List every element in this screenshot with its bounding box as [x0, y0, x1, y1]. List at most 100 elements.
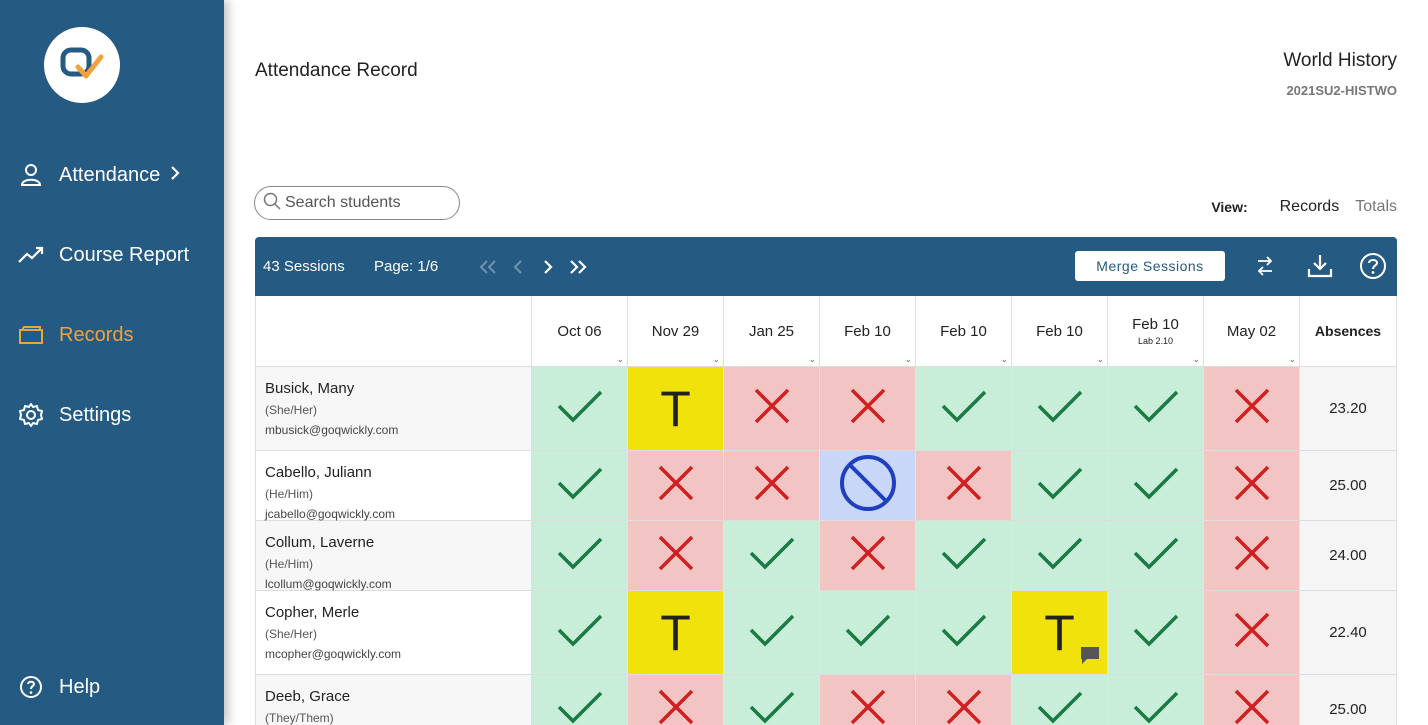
attendance-cell-absent[interactable] — [628, 451, 724, 520]
student-name: Cabello, Juliann — [265, 464, 372, 481]
help-link[interactable]: Help — [18, 672, 100, 702]
attendance-cell-present[interactable] — [1012, 675, 1108, 725]
attendance-cell-absent[interactable] — [1204, 675, 1300, 725]
attendance-cell-absent[interactable] — [628, 521, 724, 590]
chevron-down-icon[interactable]: ⌄ — [904, 354, 912, 364]
chevron-down-icon[interactable]: ⌄ — [808, 354, 816, 364]
attendance-cell-present[interactable] — [1012, 451, 1108, 520]
last-page-icon[interactable] — [563, 252, 593, 282]
student-info[interactable]: Collum, Laverne (He/Him) lcollum@goqwickly… — [256, 521, 532, 591]
check-icon — [1131, 386, 1181, 431]
attendance-cell-absent[interactable] — [628, 675, 724, 725]
date-column-header[interactable]: May 02 ⌄ — [1204, 296, 1300, 366]
absences-value: 25.00 — [1300, 675, 1396, 725]
date-column-header[interactable]: Oct 06 ⌄ — [532, 296, 628, 366]
comment-icon[interactable] — [1079, 645, 1101, 670]
attendance-cell-absent[interactable] — [916, 451, 1012, 520]
first-page-icon[interactable] — [473, 252, 503, 282]
chevron-down-icon[interactable]: ⌄ — [712, 354, 720, 364]
student-row: Deeb, Grace (They/Them) 25.00 — [256, 675, 1396, 725]
sidebar-item-label: Course Report — [59, 243, 190, 266]
cross-icon — [944, 463, 984, 508]
chevron-down-icon[interactable]: ⌄ — [1288, 354, 1296, 364]
date-column-header[interactable]: Jan 25 ⌄ — [724, 296, 820, 366]
attendance-cell-present[interactable] — [532, 367, 628, 450]
attendance-cell-absent[interactable] — [724, 367, 820, 450]
next-page-icon[interactable] — [533, 252, 563, 282]
chevron-down-icon[interactable]: ⌄ — [616, 354, 624, 364]
chevron-down-icon[interactable]: ⌄ — [1192, 354, 1200, 364]
column-date: Nov 29 — [651, 322, 700, 340]
date-column-header[interactable]: Feb 10 ⌄ — [916, 296, 1012, 366]
chevron-down-icon[interactable]: ⌄ — [1096, 354, 1104, 364]
chevron-down-icon[interactable]: ⌄ — [1000, 354, 1008, 364]
merge-sessions-button[interactable]: Merge Sessions — [1075, 251, 1225, 281]
cross-icon — [848, 386, 888, 431]
attendance-cell-excused[interactable] — [820, 451, 916, 520]
attendance-cell-absent[interactable] — [1204, 451, 1300, 520]
attendance-cell-absent[interactable] — [916, 675, 1012, 725]
sidebar-item-records[interactable]: Records — [18, 320, 133, 350]
attendance-cell-absent[interactable] — [820, 367, 916, 450]
sidebar-item-attendance[interactable]: Attendance — [18, 160, 180, 190]
sidebar-item-settings[interactable]: Settings — [18, 400, 131, 430]
cross-icon — [1232, 533, 1272, 578]
attendance-cell-present[interactable] — [724, 521, 820, 590]
attendance-cell-present[interactable] — [532, 591, 628, 674]
course-title: World History — [1283, 50, 1397, 71]
cross-icon — [752, 463, 792, 508]
prev-page-icon[interactable] — [503, 252, 533, 282]
attendance-cell-absent[interactable] — [820, 675, 916, 725]
date-column-header[interactable]: Feb 10 ⌄ — [820, 296, 916, 366]
attendance-cell-present[interactable] — [532, 675, 628, 725]
attendance-cell-tardy[interactable]: T — [628, 591, 724, 674]
check-icon — [747, 610, 797, 655]
attendance-cell-present[interactable] — [1108, 591, 1204, 674]
attendance-cell-present[interactable] — [532, 451, 628, 520]
tardy-icon: T — [1044, 604, 1075, 661]
grid-rows: Busick, Many (She/Her) mbusick@goqwickly.c… — [256, 367, 1396, 725]
attendance-cell-present[interactable] — [916, 367, 1012, 450]
attendance-cell-absent[interactable] — [1204, 367, 1300, 450]
attendance-cell-present[interactable] — [1108, 521, 1204, 590]
view-option-totals[interactable]: Totals — [1355, 198, 1397, 215]
student-info[interactable]: Copher, Merle (She/Her) mcopher@goqwickly.… — [256, 591, 532, 674]
student-pronouns: (He/Him) — [265, 487, 313, 501]
attendance-cell-absent[interactable] — [1204, 591, 1300, 674]
search-input[interactable] — [285, 194, 455, 212]
student-info[interactable]: Busick, Many (She/Her) mbusick@goqwickly.c… — [256, 367, 532, 450]
app-logo[interactable] — [44, 27, 120, 103]
attendance-cell-present[interactable] — [1012, 521, 1108, 590]
absences-value: 22.40 — [1300, 591, 1396, 674]
attendance-cell-present[interactable] — [1012, 367, 1108, 450]
help-circle-icon[interactable] — [1358, 251, 1388, 281]
date-column-header[interactable]: Feb 10 ⌄ — [1012, 296, 1108, 366]
date-column-header[interactable]: Feb 10 Lab 2.10 ⌄ — [1108, 296, 1204, 366]
attendance-cell-present[interactable] — [1108, 675, 1204, 725]
attendance-cell-present[interactable] — [1108, 367, 1204, 450]
attendance-cell-present[interactable] — [820, 591, 916, 674]
attendance-cell-present[interactable] — [724, 591, 820, 674]
student-info[interactable]: Cabello, Juliann (He/Him) jcabello@goqwick… — [256, 451, 532, 521]
attendance-cell-tardy[interactable]: T — [1012, 591, 1108, 674]
swap-icon[interactable] — [1250, 251, 1280, 281]
attendance-cell-tardy[interactable]: T — [628, 367, 724, 450]
attendance-cell-absent[interactable] — [1204, 521, 1300, 590]
attendance-cell-absent[interactable] — [820, 521, 916, 590]
student-email: jcabello@goqwickly.com — [265, 507, 396, 521]
attendance-cell-present[interactable] — [1108, 451, 1204, 520]
sidebar-item-course-report[interactable]: Course Report — [18, 240, 189, 270]
check-icon — [555, 687, 605, 725]
attendance-cell-present[interactable] — [532, 521, 628, 590]
attendance-cell-present[interactable] — [724, 675, 820, 725]
date-column-header[interactable]: Nov 29 ⌄ — [628, 296, 724, 366]
student-info[interactable]: Deeb, Grace (They/Them) — [256, 675, 532, 725]
attendance-cell-present[interactable] — [916, 521, 1012, 590]
absences-header: Absences — [1314, 323, 1382, 339]
view-option-records[interactable]: Records — [1279, 198, 1340, 215]
attendance-cell-absent[interactable] — [724, 451, 820, 520]
download-icon[interactable] — [1305, 251, 1335, 281]
cross-icon — [848, 687, 888, 725]
attendance-cell-present[interactable] — [916, 591, 1012, 674]
